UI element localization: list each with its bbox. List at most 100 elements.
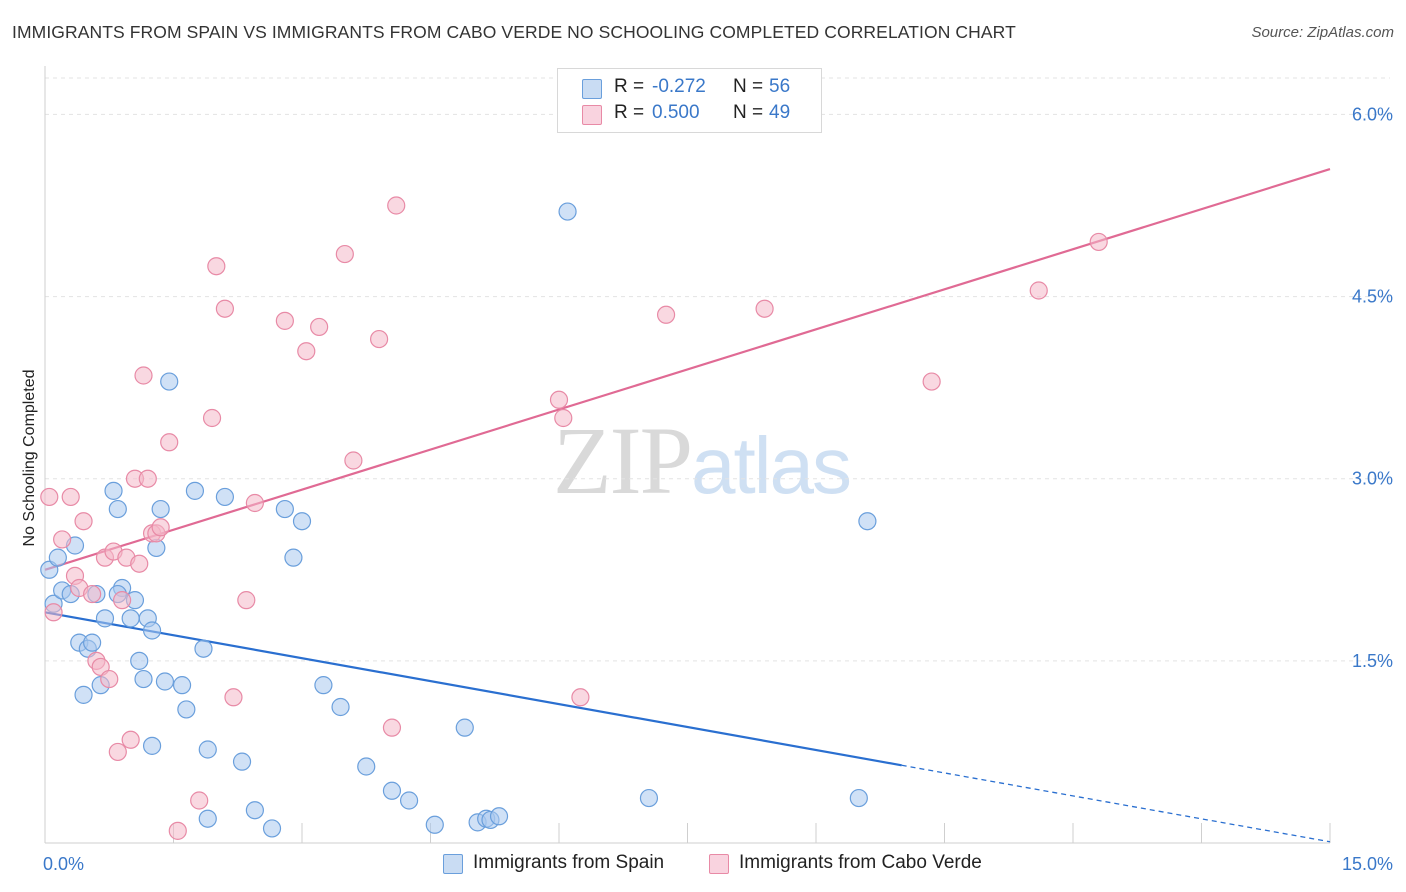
spain-point (489, 807, 509, 826)
spain-point (48, 548, 67, 567)
spain-point (198, 740, 217, 759)
spain-point (382, 781, 402, 800)
spain-point (262, 819, 282, 838)
cabo-verde-point (40, 487, 59, 507)
cabo-verde-point (1089, 232, 1108, 252)
cabo-verde-point (190, 791, 209, 810)
spain-point (185, 481, 205, 500)
spain-point (215, 487, 234, 507)
cabo-verde-point (121, 730, 140, 749)
spain-point (425, 815, 444, 834)
correlation-legend: R = -0.272 N = 56 R = 0.500 N = 49 (557, 68, 822, 133)
spain-point (134, 669, 153, 689)
legend-swatch-spain (582, 79, 602, 99)
cabo-verde-point (160, 433, 179, 452)
cabo-verde-point (1029, 281, 1048, 300)
cabo-verde-point (275, 311, 294, 330)
cabo-verde-point (245, 493, 264, 513)
spain-point (74, 685, 93, 704)
cabo-verde-point (207, 257, 226, 276)
spain-point (160, 372, 179, 391)
series-label-cabo-verde: Immigrants from Cabo Verde (739, 852, 982, 873)
spain-point (151, 499, 170, 519)
spain-point (83, 633, 102, 652)
cabo-verde-point (755, 299, 774, 318)
zipatlas-watermark: ZIPatlas (553, 405, 852, 516)
cabo-verde-point (370, 329, 389, 349)
spain-point (245, 801, 264, 820)
cabo-verde-point (112, 591, 132, 610)
cabo-verde-point (53, 530, 72, 549)
cabo-verde-point (74, 512, 93, 531)
cabo-verde-point (215, 299, 234, 318)
cabo-verde-point (382, 718, 402, 737)
cabo-verde-point (61, 487, 80, 507)
cabo-verde-point (83, 584, 102, 604)
spain-point (172, 676, 192, 695)
chart-title: IMMIGRANTS FROM SPAIN VS IMMIGRANTS FROM… (12, 22, 1016, 42)
spain-point (232, 752, 252, 771)
cabo-verde-point (134, 366, 153, 385)
trend-lines (44, 168, 1331, 843)
spain-point (357, 757, 376, 776)
cabo-verde-point (387, 196, 406, 215)
watermark-zip: ZIP (553, 407, 693, 514)
cabo-verde-point (549, 390, 569, 409)
spain-point (284, 548, 303, 567)
spain-point (121, 609, 140, 628)
cabo-verde-point (224, 688, 243, 707)
axes (44, 66, 1331, 844)
spain-point (292, 512, 312, 531)
cabo-verde-point (100, 669, 119, 689)
spain-point (95, 609, 115, 628)
legend-r-value: 0.500 (652, 102, 700, 123)
cabo-verde-point (554, 408, 573, 428)
cabo-verde-point (202, 408, 222, 428)
legend-n-value: 49 (769, 102, 791, 123)
spain-trend-line (44, 611, 902, 767)
data-points (40, 196, 1108, 840)
legend-n-label: N = (733, 76, 764, 97)
y-tick-label: 4.5% (1352, 287, 1393, 307)
cabo-verde-point (922, 372, 941, 391)
spain-point (399, 791, 419, 810)
spain-point (331, 697, 350, 717)
cabo-verde-point (344, 451, 363, 470)
cabo-verde-point (130, 554, 149, 573)
spain-point (198, 809, 217, 828)
cabo-verde-trend-line (44, 168, 1331, 571)
cabo-verde-point (656, 305, 676, 324)
cabo-verde-point (151, 518, 170, 537)
series-swatch-cabo-verde (709, 854, 729, 874)
watermark-atlas: atlas (691, 421, 852, 510)
spain-point (849, 788, 868, 808)
x-tick-label-min: 0.0% (43, 854, 84, 874)
spain-point (455, 718, 474, 737)
legend-r-value: -0.272 (652, 76, 706, 97)
cabo-verde-point (168, 821, 187, 840)
cabo-verde-point (237, 591, 256, 610)
spain-point (142, 621, 162, 640)
spain-point (177, 700, 196, 719)
cabo-verde-point (571, 688, 590, 707)
cabo-verde-point (297, 342, 316, 361)
legend-n-label: N = (733, 102, 764, 123)
series-label-spain: Immigrants from Spain (473, 852, 665, 873)
legend-swatch-cabo-verde (582, 105, 602, 125)
spain-point (155, 672, 175, 691)
spain-point (558, 202, 577, 221)
spain-point (130, 651, 149, 670)
spain-point (142, 736, 162, 755)
source-credit: Source: ZipAtlas.com (1251, 24, 1394, 41)
spain-point (108, 499, 127, 519)
spain-point (275, 499, 294, 519)
y-tick-label: 1.5% (1352, 651, 1393, 671)
cabo-verde-point (108, 742, 127, 762)
spain-point (858, 512, 877, 531)
cabo-verde-point (44, 603, 63, 622)
cabo-verde-point (310, 317, 329, 337)
cabo-verde-point (335, 244, 354, 264)
legend-n-value: 56 (769, 76, 791, 97)
y-tick-label: 3.0% (1352, 469, 1393, 489)
tick-labels: 1.5% 3.0% 4.5% 6.0% 0.0% 15.0% (43, 104, 1393, 874)
